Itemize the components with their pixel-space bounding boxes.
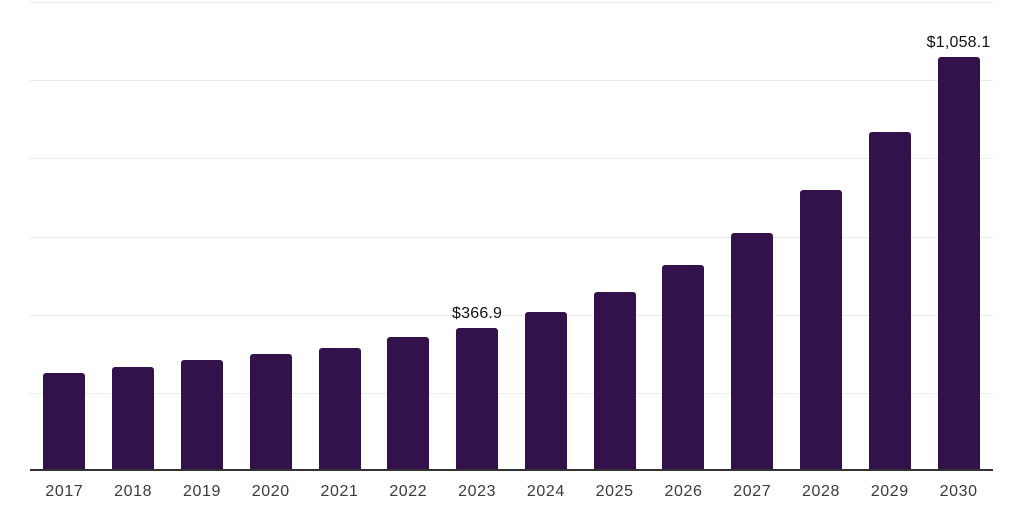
- gridline: [30, 236, 993, 238]
- bar-2020: [249, 354, 292, 471]
- gridline: [30, 2, 993, 3]
- x-tick-label-2019: 2019: [182, 483, 221, 500]
- bar-2019: [180, 360, 223, 471]
- x-tick-label-2028: 2028: [802, 483, 841, 500]
- gridline: [30, 158, 993, 160]
- x-tick-label-2024: 2024: [526, 483, 565, 500]
- bar-2030: [937, 57, 980, 471]
- x-tick-label-2022: 2022: [389, 483, 428, 500]
- bar-2023: [456, 328, 499, 471]
- bar-value-label-2030: $1,058.1: [926, 34, 991, 51]
- bar-2018: [112, 367, 155, 471]
- bar-2021: [318, 348, 361, 471]
- bar-2029: [868, 132, 911, 471]
- x-tick-label-2029: 2029: [870, 483, 909, 500]
- bar-2024: [524, 312, 567, 471]
- x-tick-label-2017: 2017: [45, 483, 84, 500]
- x-tick-label-2025: 2025: [595, 483, 634, 500]
- plot-area: $366.9 $1,058.1: [30, 2, 993, 471]
- x-tick-label-2030: 2030: [939, 483, 978, 500]
- x-tick-label-2020: 2020: [251, 483, 290, 500]
- x-tick-label-2026: 2026: [664, 483, 703, 500]
- bar-2025: [593, 292, 636, 471]
- gridline: [30, 392, 993, 394]
- x-tick-label-2021: 2021: [320, 483, 359, 500]
- bar-value-label-2023: $366.9: [452, 305, 503, 322]
- bar-2028: [800, 190, 843, 471]
- bar-2026: [662, 265, 705, 471]
- bar-2017: [43, 373, 86, 471]
- x-tick-label-2027: 2027: [733, 483, 772, 500]
- x-axis-line: [30, 469, 993, 471]
- bar-2027: [731, 233, 774, 471]
- x-tick-label-2018: 2018: [114, 483, 153, 500]
- x-tick-label-2023: 2023: [458, 483, 497, 500]
- gridline: [30, 314, 993, 316]
- x-axis: 2017 2018 2019 2020 2021 2022 2023 2024 2025 2026…: [30, 483, 993, 505]
- gridline: [30, 80, 993, 82]
- bar-2022: [387, 337, 430, 471]
